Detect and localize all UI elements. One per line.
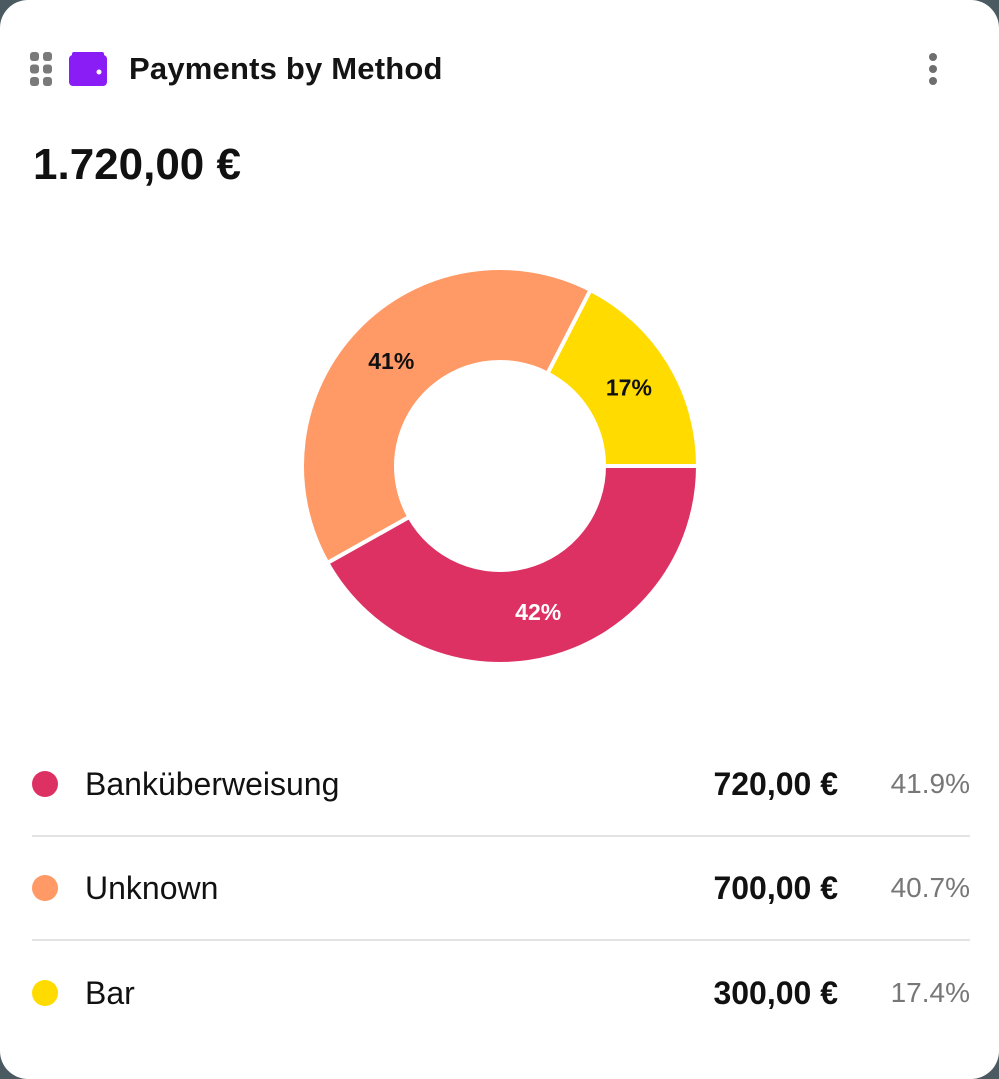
legend-percent: 40.7%	[890, 872, 970, 903]
legend-color-dot	[32, 875, 58, 901]
legend-list: Banküberweisung 720,00 € 41.9% Unknown 7…	[32, 733, 970, 1045]
total-amount: 1.720,00 €	[33, 140, 241, 189]
donut-slice[interactable]	[300, 266, 594, 566]
slice-percent-label: 42%	[515, 599, 561, 625]
card-header: Payments by Method	[30, 48, 443, 90]
donut-chart: 42% 41% 17%	[300, 266, 700, 666]
legend-percent: 41.9%	[890, 768, 970, 799]
legend-amount: 300,00 €	[713, 974, 838, 1011]
legend-color-dot	[32, 980, 58, 1006]
drag-handle-icon[interactable]	[30, 52, 52, 86]
legend-row-bar[interactable]: Bar 300,00 € 17.4%	[32, 941, 970, 1045]
legend-amount: 720,00 €	[713, 765, 838, 802]
legend-color-dot	[32, 771, 58, 797]
more-vertical-icon[interactable]	[920, 50, 946, 90]
donut-slice[interactable]	[324, 464, 700, 666]
legend-label: Bar	[85, 974, 135, 1011]
legend-label: Unknown	[85, 869, 219, 906]
donut-slice[interactable]	[544, 287, 700, 468]
legend-percent: 17.4%	[890, 977, 970, 1008]
legend-row-bankueberweisung[interactable]: Banküberweisung 720,00 € 41.9%	[32, 733, 970, 837]
slice-percent-label: 41%	[368, 348, 414, 374]
slice-percent-label: 17%	[606, 374, 652, 400]
legend-row-unknown[interactable]: Unknown 700,00 € 40.7%	[32, 837, 970, 941]
legend-label: Banküberweisung	[85, 765, 340, 802]
card-title: Payments by Method	[129, 51, 443, 86]
wallet-icon	[69, 52, 107, 86]
legend-amount: 700,00 €	[713, 869, 838, 906]
